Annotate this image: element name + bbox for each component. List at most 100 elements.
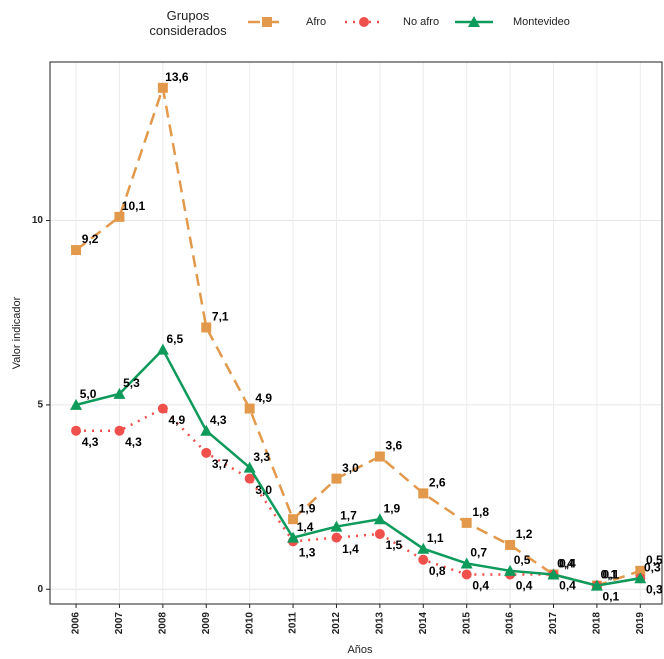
marker (330, 520, 343, 532)
legend-item: No afro (345, 16, 439, 28)
value-label: 3,0 (342, 461, 359, 475)
value-label: 1,4 (342, 542, 359, 556)
value-label: 1,1 (427, 531, 444, 545)
value-label: 0,1 (603, 590, 620, 604)
x-tick-label: 2008 (157, 612, 168, 635)
x-tick-label: 2011 (288, 612, 299, 634)
value-label: 1,2 (516, 527, 533, 541)
value-label: 9,2 (82, 232, 99, 246)
marker (71, 245, 82, 256)
legend-label: Montevideo (513, 16, 570, 28)
x-tick-label: 2010 (244, 612, 255, 635)
value-label: 0,4 (559, 579, 576, 593)
marker (113, 387, 126, 399)
marker (157, 82, 168, 93)
marker (374, 528, 385, 539)
marker (244, 403, 255, 414)
value-label: 5,0 (80, 387, 97, 401)
value-label: 0,3 (644, 560, 661, 574)
x-tick-label: 2016 (505, 612, 516, 635)
marker (331, 532, 342, 543)
plot-border (49, 61, 663, 605)
x-axis-title: Años (347, 644, 373, 656)
marker (460, 557, 473, 569)
x-tick-label: 2007 (114, 612, 125, 635)
value-label: 0,4 (472, 579, 489, 593)
value-label: 0,1 (601, 568, 618, 582)
value-label: 1,7 (340, 509, 357, 523)
value-label: 0,1 (603, 568, 620, 582)
marker (461, 569, 472, 580)
value-label: 0,3 (646, 582, 663, 596)
value-label: 4,3 (210, 413, 227, 427)
value-label: 2,6 (429, 476, 446, 490)
legend-item: Afro (248, 16, 326, 28)
legend-marker (359, 17, 369, 27)
value-label: 5,3 (123, 376, 140, 390)
marker (461, 517, 472, 528)
x-tick-label: 2019 (635, 612, 646, 635)
marker (504, 564, 517, 576)
marker (331, 473, 342, 484)
legend-label: No afro (403, 16, 439, 28)
value-label: 4,3 (125, 435, 142, 449)
value-label: 0,8 (429, 564, 446, 578)
marker (590, 579, 603, 591)
value-label: 0,4 (516, 579, 533, 593)
value-label: 6,5 (167, 332, 184, 346)
value-label: 3,3 (253, 450, 270, 464)
legend-title: Grupos considerados (149, 8, 227, 38)
value-label: 10,1 (122, 199, 146, 213)
value-label: 0,5 (646, 553, 663, 567)
value-label: 3,6 (386, 439, 403, 453)
value-label: 7,1 (212, 310, 229, 324)
value-label: 1,5 (386, 538, 403, 552)
x-tick-label: 2018 (592, 612, 603, 635)
value-label: 0,5 (514, 553, 531, 567)
y-axis-title: Valor indicador (11, 296, 23, 369)
line (75, 347, 641, 587)
marker (374, 451, 385, 462)
value-label: 0,7 (470, 546, 487, 560)
marker (201, 447, 212, 458)
x-tick-label: 2012 (331, 612, 342, 635)
marker (635, 565, 646, 576)
marker (417, 542, 430, 554)
marker (373, 513, 386, 525)
line (76, 407, 641, 587)
value-label: 1,9 (299, 501, 316, 515)
legend-label: Afro (306, 16, 326, 28)
marker (505, 540, 516, 551)
x-tick-label: 2017 (548, 612, 559, 635)
value-label: 4,9 (255, 391, 272, 405)
x-tick-label: 2015 (461, 612, 472, 635)
marker (418, 554, 429, 565)
marker (114, 425, 125, 436)
y-tick-label: 5 (37, 400, 43, 411)
value-label: 0,4 (557, 557, 574, 571)
marker (200, 424, 213, 436)
line (75, 87, 641, 587)
x-tick-label: 2006 (71, 612, 82, 635)
marker (547, 568, 560, 580)
legend-marker (468, 16, 480, 27)
value-label: 3,7 (212, 457, 229, 471)
marker (418, 488, 429, 499)
marker (114, 211, 125, 222)
value-label: 4,3 (82, 435, 99, 449)
marker (157, 403, 168, 414)
value-label: 1,9 (384, 501, 401, 515)
marker (71, 425, 82, 436)
marker (243, 461, 256, 473)
y-tick-label: 0 (37, 584, 43, 595)
marker (244, 473, 255, 484)
marker (288, 514, 299, 525)
marker (634, 572, 647, 584)
x-tick-label: 2009 (201, 612, 212, 635)
marker (70, 398, 83, 410)
marker (156, 343, 169, 355)
x-tick-label: 2014 (418, 612, 429, 635)
y-tick-label: 10 (32, 215, 44, 226)
